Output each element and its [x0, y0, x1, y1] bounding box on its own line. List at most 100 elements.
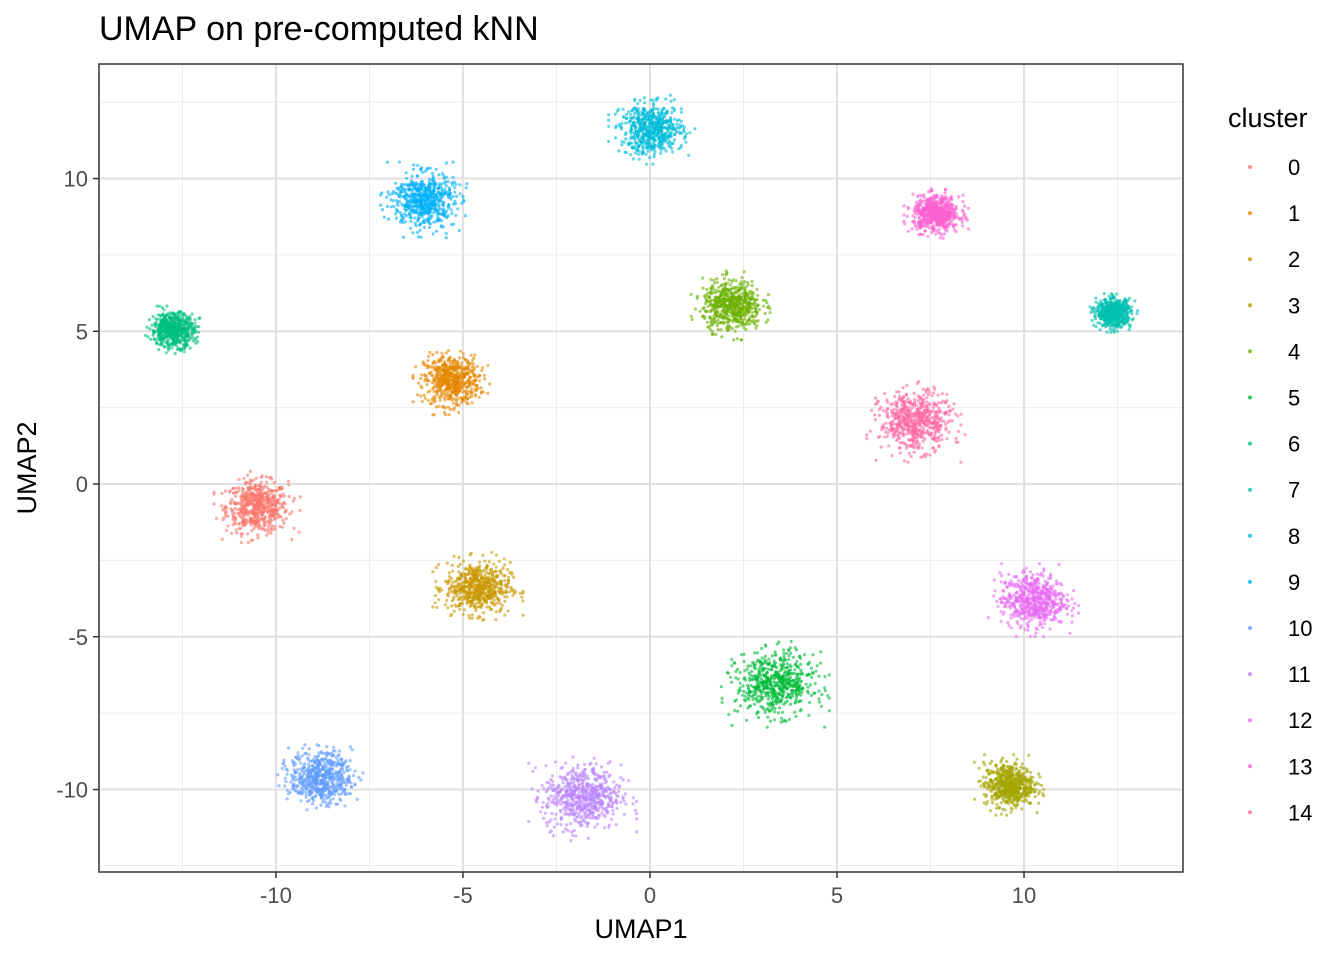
- data-point: [1013, 763, 1016, 766]
- data-point: [443, 411, 446, 414]
- data-point: [467, 593, 470, 596]
- data-point: [283, 502, 286, 505]
- data-point: [479, 582, 482, 585]
- data-point: [751, 294, 754, 297]
- data-point: [759, 665, 762, 668]
- data-point: [730, 658, 733, 661]
- data-point: [747, 698, 750, 701]
- data-point: [194, 342, 197, 345]
- data-point: [680, 111, 683, 114]
- data-point: [471, 358, 474, 361]
- data-point: [823, 726, 826, 729]
- data-point: [438, 381, 441, 384]
- data-point: [519, 592, 522, 595]
- data-point: [460, 367, 463, 370]
- data-point: [435, 586, 438, 589]
- data-point: [412, 377, 415, 380]
- data-point: [270, 532, 273, 535]
- data-point: [467, 572, 470, 575]
- data-point: [795, 665, 798, 668]
- data-point: [244, 511, 247, 514]
- data-point: [1035, 788, 1038, 791]
- data-point: [503, 557, 506, 560]
- data-point: [739, 682, 742, 685]
- data-point: [977, 780, 980, 783]
- data-point: [238, 527, 241, 530]
- data-point: [262, 499, 265, 502]
- data-point: [735, 290, 738, 293]
- data-point: [243, 498, 246, 501]
- data-point: [747, 305, 750, 308]
- data-point: [428, 390, 431, 393]
- data-point: [423, 373, 426, 376]
- data-point: [158, 334, 161, 337]
- data-point: [458, 598, 461, 601]
- data-point: [490, 601, 493, 604]
- data-point: [474, 393, 477, 396]
- data-point: [483, 591, 486, 594]
- data-point: [773, 718, 776, 721]
- data-point: [421, 400, 424, 403]
- data-point: [1029, 771, 1032, 774]
- data-point: [765, 321, 768, 324]
- data-point: [767, 698, 770, 701]
- data-point: [982, 776, 985, 779]
- data-point: [1000, 801, 1003, 804]
- data-point: [185, 331, 188, 334]
- data-point: [817, 690, 820, 693]
- data-point: [699, 310, 702, 313]
- data-point: [1110, 320, 1113, 323]
- data-point: [449, 393, 452, 396]
- data-point: [743, 326, 746, 329]
- data-point: [1128, 328, 1131, 331]
- data-point: [745, 299, 748, 302]
- data-point: [733, 700, 736, 703]
- data-point: [810, 676, 813, 679]
- data-point: [260, 513, 263, 516]
- cluster-8-points: [607, 94, 696, 166]
- data-point: [705, 293, 708, 296]
- data-point: [704, 309, 707, 312]
- data-point: [720, 685, 723, 688]
- data-point: [250, 523, 253, 526]
- data-point: [789, 665, 792, 668]
- data-point: [1004, 779, 1007, 782]
- data-point: [452, 376, 455, 379]
- data-point: [431, 397, 434, 400]
- data-point: [447, 594, 450, 597]
- data-point: [480, 575, 483, 578]
- data-point: [433, 400, 436, 403]
- data-point: [146, 335, 149, 338]
- data-point: [701, 315, 704, 318]
- data-point: [754, 663, 757, 666]
- data-point: [733, 661, 736, 664]
- data-point: [426, 364, 429, 367]
- data-point: [761, 683, 764, 686]
- data-point: [488, 382, 491, 385]
- data-point: [469, 579, 472, 582]
- data-point: [639, 99, 642, 102]
- data-point: [1113, 315, 1116, 318]
- data-point: [254, 503, 257, 506]
- data-point: [266, 501, 269, 504]
- data-point: [490, 551, 493, 554]
- data-point: [501, 604, 504, 607]
- data-point: [438, 396, 441, 399]
- data-point: [248, 488, 251, 491]
- data-point: [799, 709, 802, 712]
- data-point: [161, 312, 164, 315]
- data-point: [434, 601, 437, 604]
- data-point: [1121, 302, 1124, 305]
- data-point: [420, 373, 423, 376]
- data-point: [794, 691, 797, 694]
- data-point: [162, 337, 165, 340]
- data-point: [730, 681, 733, 684]
- data-point: [1027, 779, 1030, 782]
- data-point: [265, 495, 268, 498]
- data-point: [798, 676, 801, 679]
- data-point: [471, 401, 474, 404]
- data-point: [811, 653, 814, 656]
- data-point: [488, 560, 491, 563]
- data-point: [459, 396, 462, 399]
- data-point: [498, 560, 501, 563]
